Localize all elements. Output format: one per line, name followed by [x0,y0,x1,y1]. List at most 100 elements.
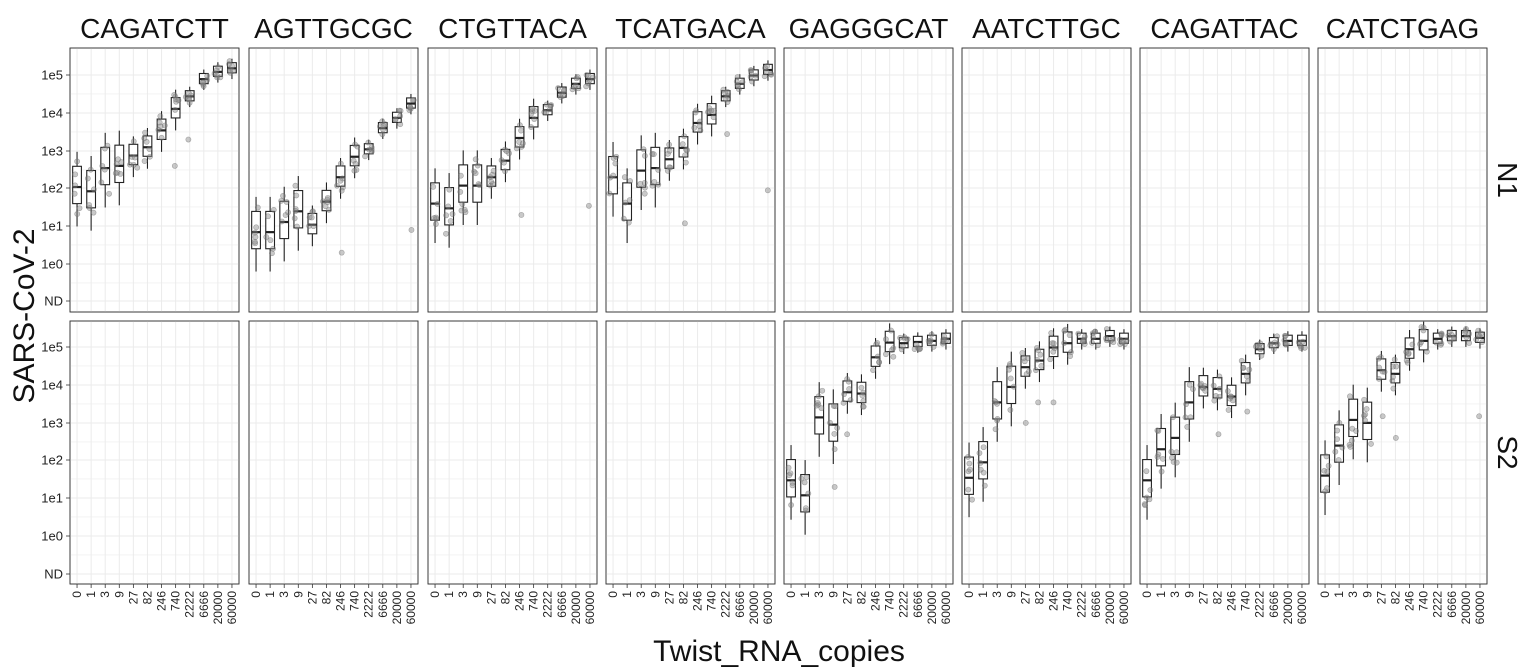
x-tick-label: 20000 [569,591,583,625]
data-point [890,353,897,360]
facet-panel [69,320,240,585]
data-point [520,140,526,147]
data-point [666,148,673,154]
data-point [86,205,93,211]
box [800,474,811,513]
data-point [1051,345,1058,352]
data-point [226,61,232,68]
box [444,187,455,226]
data-point [1409,341,1416,348]
data-point [1061,327,1068,334]
x-tick-label: 82 [498,591,512,605]
data-point [764,62,771,69]
box [156,118,167,140]
data-point [1418,339,1425,346]
data-point [969,496,975,503]
data-point [1047,356,1054,363]
data-point [1381,368,1388,375]
data-point [691,124,698,131]
data-point [115,156,121,163]
data-point [382,121,389,128]
x-tick-label: 0 [1318,591,1332,598]
x-tick-label: 6666 [733,591,747,618]
x-tick-label: 2222 [719,591,733,618]
data-point [692,109,699,116]
box [1334,424,1345,463]
outlier-point [185,136,192,143]
data-point [681,133,688,140]
panel-border [1139,320,1310,585]
x-tick-label: 60000 [1295,591,1309,625]
data-point [1391,356,1398,363]
panel-background [605,47,776,313]
data-point [940,336,947,343]
data-point [269,250,275,257]
data-point [763,68,770,75]
x-tick-label: 20000 [925,591,939,625]
data-point [1021,358,1028,365]
data-point [696,123,703,130]
data-point [379,118,386,125]
outlier-point [1215,431,1222,438]
data-point [640,146,647,153]
data-point [994,400,1000,407]
data-point [1258,352,1265,359]
data-point [340,184,346,191]
data-point [185,90,192,97]
y-tick-label: ND [44,294,63,309]
data-point [897,334,904,341]
facet-panel [427,47,598,313]
outlier-point [724,131,730,137]
data-point [227,69,234,76]
outlier-point [1022,419,1029,426]
data-point [376,123,383,130]
data-point [666,141,673,148]
data-point [324,194,331,201]
y-tick-label: 1e3 [41,144,63,159]
data-point [925,337,932,344]
x-tick-label: 82 [1032,591,1046,605]
x-tick-label: 27 [1196,591,1210,605]
data-point [1019,350,1026,356]
data-point [1463,334,1470,341]
box [1142,459,1152,498]
data-point [306,214,313,221]
data-point [1478,330,1485,337]
panel-background [69,320,240,585]
data-point [1362,411,1369,418]
x-tick-label: 3 [634,591,648,598]
data-point [1466,340,1473,346]
data-point [252,234,259,240]
x-tick-label: 6666 [911,591,925,618]
data-point [392,116,399,123]
data-point [1462,327,1469,334]
data-point [72,171,79,178]
data-point [1143,468,1150,475]
data-point [1216,373,1223,380]
data-point [1361,396,1368,403]
data-point [74,158,81,165]
data-point [832,403,839,410]
box [1184,381,1195,420]
data-point [1103,335,1109,342]
x-tick-label: 246 [1403,591,1417,611]
x-tick-label: 60000 [761,591,775,625]
x-tick-label: 246 [155,591,169,611]
data-point [265,213,271,220]
data-point [156,119,163,126]
x-tick-label: 0 [428,591,442,598]
panel-background [1317,47,1488,313]
data-point [789,482,796,489]
x-tick-label: 1 [1154,591,1168,598]
data-point [1010,383,1017,390]
data-point [142,129,148,136]
panel-background [1139,47,1310,313]
panel-border [961,47,1132,313]
data-point [308,214,315,221]
data-point [310,223,317,230]
data-point [146,146,153,152]
data-point [101,166,108,173]
data-point [965,454,971,460]
data-point [900,343,906,350]
data-point [472,170,479,177]
